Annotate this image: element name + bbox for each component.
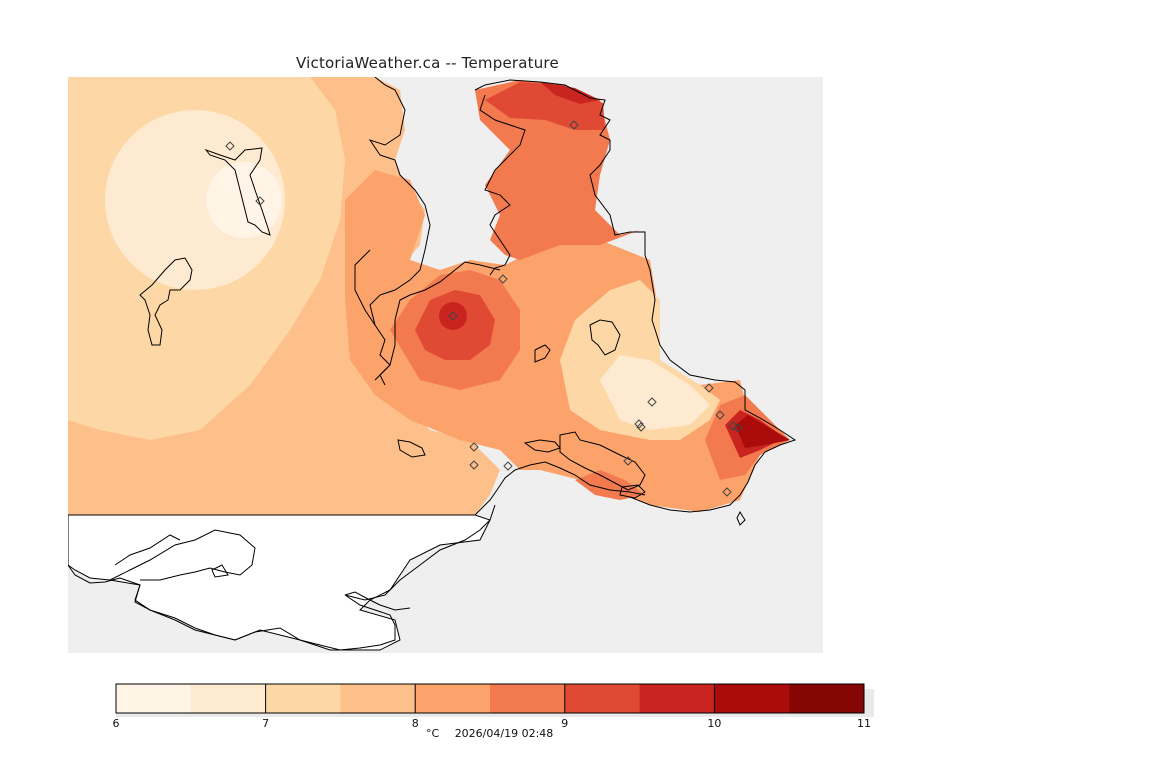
landmass-south-west (68, 514, 491, 651)
colorbar-cell (564, 684, 641, 713)
station-marker[interactable] (733, 423, 743, 433)
colorbar-tick-label: 8 (412, 717, 419, 730)
colorbar-cell (415, 684, 491, 713)
station-marker[interactable] (636, 422, 646, 432)
contour-6-5-center (206, 162, 282, 238)
station-marker[interactable] (704, 383, 714, 393)
unit-label: °C (426, 727, 440, 740)
station-marker[interactable] (255, 196, 265, 206)
colorbar-tick-label: 10 (707, 717, 721, 730)
colorbar-tick-label: 9 (561, 717, 568, 730)
station-marker[interactable] (225, 141, 235, 151)
colorbar-tick-label: 7 (262, 717, 269, 730)
contour-7-east (600, 355, 710, 430)
station-marker[interactable] (503, 461, 513, 471)
station-marker[interactable] (448, 311, 458, 321)
station-marker[interactable] (647, 397, 657, 407)
coastlines (68, 77, 797, 651)
colorbar-tick-label: 11 (857, 717, 871, 730)
timestamp: 2026/04/19 02:48 (454, 727, 554, 740)
contour-9-5-north (540, 82, 600, 104)
station-marker[interactable] (569, 120, 579, 130)
colorbar-cells (116, 684, 865, 713)
station-marker[interactable] (623, 456, 633, 466)
colorbar-cell (116, 684, 192, 713)
colorbar-cell (639, 684, 715, 713)
contour-10-5-east (735, 415, 790, 448)
station-marker[interactable] (469, 460, 479, 470)
station-marker[interactable] (722, 487, 732, 497)
colorbar-cell (265, 684, 341, 713)
colorbar-ticks: 6 7 8 9 10 11 (113, 684, 871, 730)
station-marker[interactable] (634, 419, 644, 429)
colorbar-cell (789, 684, 865, 713)
colorbar-cell (714, 684, 790, 713)
colorbar-cell (190, 684, 267, 713)
colorbar-cell (340, 684, 416, 713)
weather-stations (225, 120, 743, 497)
station-marker[interactable] (715, 410, 725, 420)
station-marker[interactable] (469, 442, 479, 452)
colorbar-tick-label: 6 (113, 717, 120, 730)
station-marker[interactable] (728, 421, 738, 431)
station-marker[interactable] (498, 274, 508, 284)
contour-9-5-center (439, 302, 467, 330)
chart-title: VictoriaWeather.ca -- Temperature (296, 54, 559, 72)
contour-8-5-south (575, 470, 645, 500)
map-footer: °C 2026/04/19 02:48 (426, 727, 565, 740)
colorbar-cell (490, 684, 566, 713)
